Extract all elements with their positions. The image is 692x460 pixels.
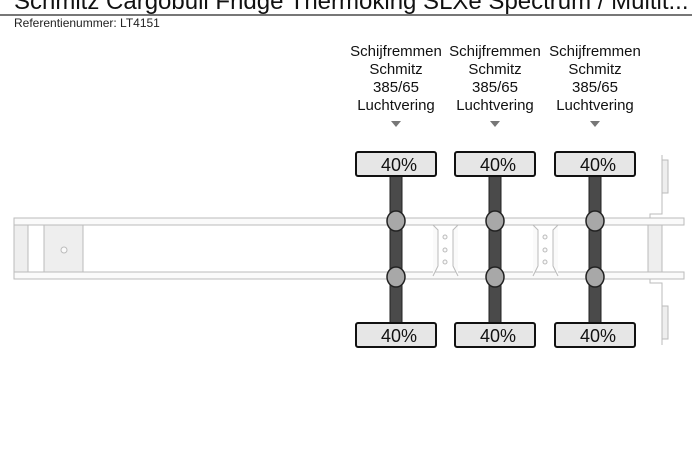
frame-rail-top bbox=[13, 217, 685, 226]
wheel-hub bbox=[485, 210, 505, 232]
cross-member bbox=[532, 224, 559, 277]
axle bbox=[588, 175, 602, 324]
axle-label-line: 385/65 bbox=[472, 79, 518, 96]
tire bbox=[454, 151, 536, 177]
cross-member bbox=[432, 224, 459, 277]
tire-pressure: 40% bbox=[381, 326, 417, 346]
tire bbox=[355, 322, 437, 348]
axle-label: Schijfremmen Schmitz 385/65 Luchtvering bbox=[440, 43, 550, 115]
wheel-hub bbox=[585, 210, 605, 232]
arrow-down-icon bbox=[391, 121, 401, 127]
axle bbox=[389, 175, 403, 324]
reference-number: Referentienummer: LT4151 bbox=[14, 16, 160, 30]
tire-pressure: 40% bbox=[580, 326, 616, 346]
axle-label: Schijfremmen Schmitz 385/65 Luchtvering bbox=[540, 43, 650, 115]
divider bbox=[0, 14, 692, 16]
axle-label-line: Schmitz bbox=[369, 61, 423, 78]
rear-end bbox=[647, 224, 663, 273]
axle-label-line: Luchtvering bbox=[556, 97, 634, 114]
axle-label-line: Schijfremmen bbox=[449, 43, 541, 60]
axle-label-line: Luchtvering bbox=[456, 97, 534, 114]
axle-label-line: Luchtvering bbox=[357, 97, 435, 114]
tire bbox=[554, 151, 636, 177]
arrow-down-icon bbox=[590, 121, 600, 127]
axle-label-line: Schijfremmen bbox=[549, 43, 641, 60]
axle-label: Schijfremmen Schmitz 385/65 Luchtvering bbox=[341, 43, 451, 115]
front-end bbox=[13, 224, 29, 273]
axle-label-line: Schijfremmen bbox=[350, 43, 442, 60]
rear-light bbox=[661, 305, 669, 340]
tire bbox=[454, 322, 536, 348]
axle-label-line: Schmitz bbox=[468, 61, 522, 78]
wheel-hub bbox=[585, 266, 605, 288]
tire bbox=[355, 151, 437, 177]
rear-light bbox=[661, 159, 669, 194]
axle-label-line: 385/65 bbox=[373, 79, 419, 96]
wheel-hub bbox=[485, 266, 505, 288]
tire bbox=[554, 322, 636, 348]
frame-rail-bottom bbox=[13, 271, 685, 280]
page-title: Schmitz Cargobull Fridge Thermoking SLXe… bbox=[14, 0, 689, 15]
arrow-down-icon bbox=[490, 121, 500, 127]
wheel-hub bbox=[386, 210, 406, 232]
tire-pressure: 40% bbox=[381, 155, 417, 175]
tire-pressure: 40% bbox=[480, 155, 516, 175]
kingpin bbox=[60, 246, 68, 254]
axle-label-line: 385/65 bbox=[572, 79, 618, 96]
axle-label-line: Schmitz bbox=[568, 61, 622, 78]
wheel-hub bbox=[386, 266, 406, 288]
axle bbox=[488, 175, 502, 324]
tire-pressure: 40% bbox=[580, 155, 616, 175]
tire-pressure: 40% bbox=[480, 326, 516, 346]
